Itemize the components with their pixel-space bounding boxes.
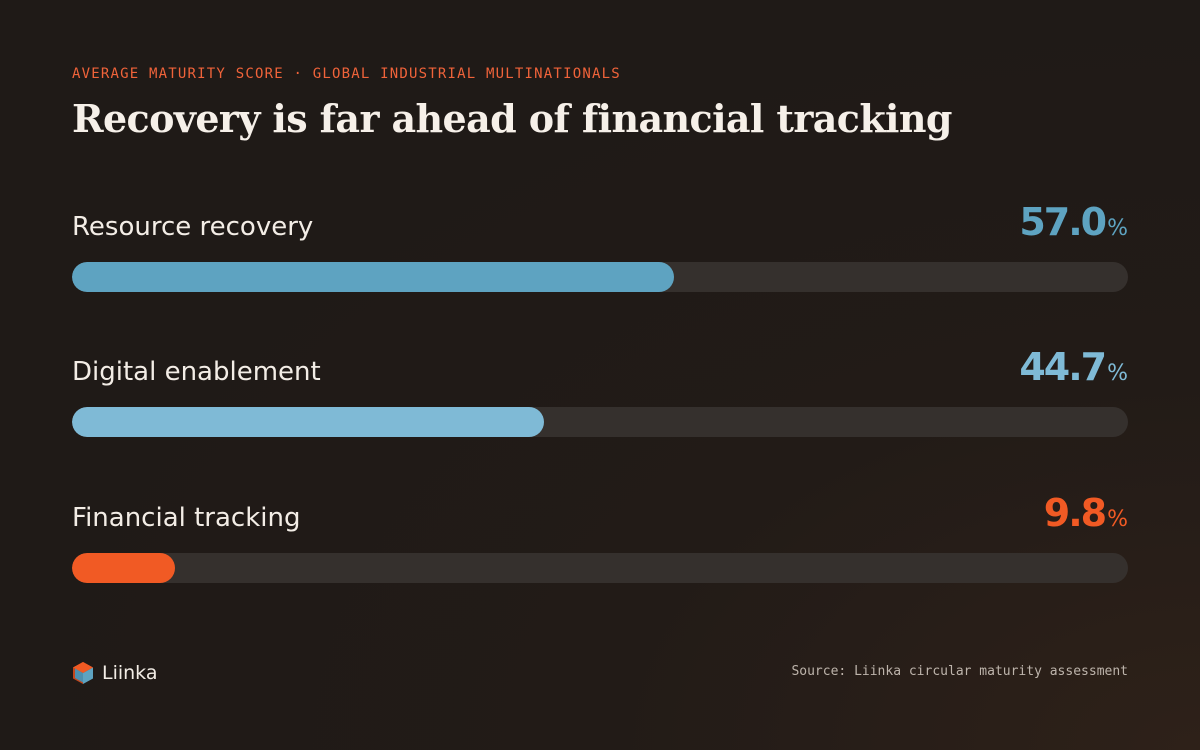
value-unit: % xyxy=(1107,361,1128,386)
brand-lockup: Liinka xyxy=(72,660,158,686)
bar-value-digital-enablement: 44.7% xyxy=(1019,345,1128,397)
source-note: Source: Liinka circular maturity assessm… xyxy=(791,664,1128,679)
bar-row: Resource recovery 57.0% xyxy=(72,200,1128,300)
liinka-logo-icon xyxy=(72,661,94,685)
bar-label-financial-tracking: Financial tracking xyxy=(72,503,301,533)
bar-fill-resource-recovery xyxy=(72,262,674,292)
value-unit: % xyxy=(1107,216,1128,241)
bar-label-digital-enablement: Digital enablement xyxy=(72,357,321,387)
bar-label-resource-recovery: Resource recovery xyxy=(72,212,314,242)
bar-row: Financial tracking 9.8% xyxy=(72,491,1128,591)
chart-title: Recovery is far ahead of financial track… xyxy=(72,96,953,141)
bar-track xyxy=(72,407,1128,437)
bar-value-financial-tracking: 9.8% xyxy=(1044,491,1128,543)
eyebrow-label: AVERAGE MATURITY SCORE · GLOBAL INDUSTRI… xyxy=(72,66,621,82)
value-number: 57.0 xyxy=(1019,200,1107,244)
value-unit: % xyxy=(1107,507,1128,532)
value-number: 9.8 xyxy=(1043,491,1107,535)
bar-fill-digital-enablement xyxy=(72,407,544,437)
bar-row: Digital enablement 44.7% xyxy=(72,345,1128,445)
bar-fill-financial-tracking xyxy=(72,553,175,583)
bar-track xyxy=(72,553,1128,583)
bar-track xyxy=(72,262,1128,292)
brand-name: Liinka xyxy=(102,662,158,684)
value-number: 44.7 xyxy=(1019,345,1107,389)
bar-value-resource-recovery: 57.0% xyxy=(1019,200,1128,252)
